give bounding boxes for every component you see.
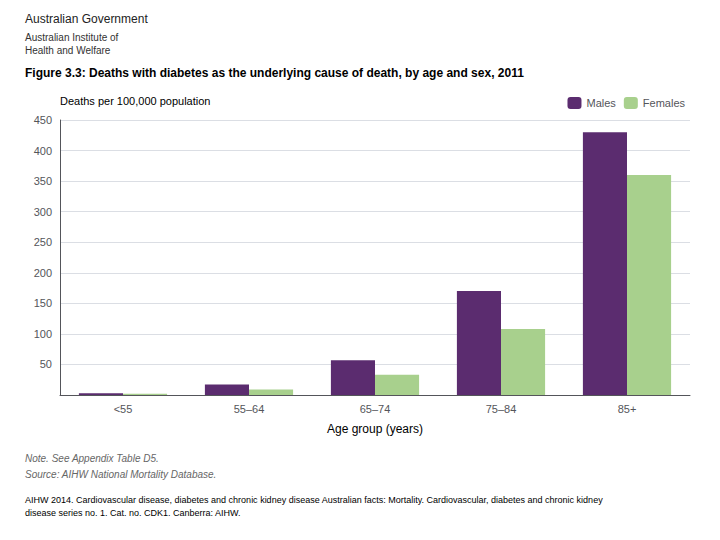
svg-text:Note. See Appendix Table D5.: Note. See Appendix Table D5. <box>25 453 159 464</box>
svg-text:50: 50 <box>40 358 52 370</box>
svg-text:65–74: 65–74 <box>360 403 391 415</box>
svg-text:400: 400 <box>34 145 52 157</box>
svg-text:100: 100 <box>34 328 52 340</box>
svg-text:Source: AIHW National Mortalit: Source: AIHW National Mortality Database… <box>25 469 216 480</box>
svg-text:150: 150 <box>34 297 52 309</box>
svg-text:Australian Government: Australian Government <box>25 12 148 26</box>
svg-text:disease series no. 1. Cat. no.: disease series no. 1. Cat. no. CDK1. Can… <box>25 508 241 518</box>
svg-text:Deaths per 100,000 population: Deaths per 100,000 population <box>60 95 210 107</box>
svg-text:Age group (years): Age group (years) <box>327 422 423 436</box>
svg-text:AIHW 2014. Cardiovascular dise: AIHW 2014. Cardiovascular disease, diabe… <box>25 495 603 505</box>
svg-text:Australian Institute of: Australian Institute of <box>25 32 119 43</box>
svg-text:75–84: 75–84 <box>486 403 517 415</box>
svg-text:Males: Males <box>586 97 616 109</box>
svg-text:Health and Welfare: Health and Welfare <box>25 45 111 56</box>
svg-text:250: 250 <box>34 236 52 248</box>
svg-text:Females: Females <box>643 97 686 109</box>
svg-text:450: 450 <box>34 114 52 126</box>
svg-text:<55: <55 <box>114 403 133 415</box>
svg-text:Figure 3.3: Deaths with diabet: Figure 3.3: Deaths with diabetes as the … <box>25 66 524 80</box>
svg-text:85+: 85+ <box>618 403 637 415</box>
svg-text:350: 350 <box>34 175 52 187</box>
svg-text:200: 200 <box>34 267 52 279</box>
svg-text:300: 300 <box>34 206 52 218</box>
svg-text:55–64: 55–64 <box>234 403 265 415</box>
